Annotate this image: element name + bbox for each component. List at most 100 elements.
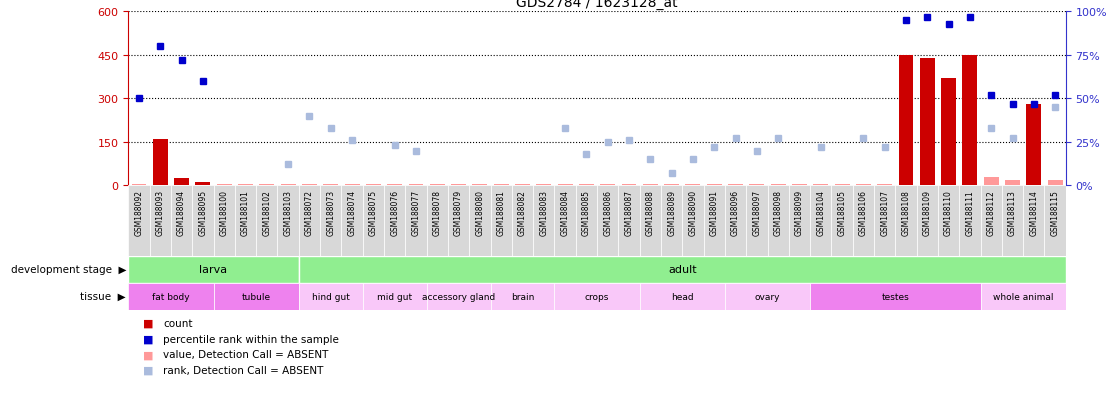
Bar [1002,186,1023,256]
Text: GSM188108: GSM188108 [902,189,911,235]
Bar [324,185,338,186]
Text: GSM188079: GSM188079 [454,189,463,235]
Bar [491,283,555,310]
Text: testes: testes [882,292,910,301]
Bar [257,186,278,256]
Text: mid gut: mid gut [377,292,412,301]
Bar [533,186,555,256]
Bar [597,186,618,256]
Bar [941,79,956,186]
Bar [920,59,935,186]
Bar [512,186,533,256]
Bar [366,185,381,186]
Bar [558,185,573,186]
Title: GDS2784 / 1623128_at: GDS2784 / 1623128_at [517,0,677,10]
Bar [320,186,341,256]
Bar [981,283,1066,310]
Text: tubule: tubule [241,292,271,301]
Bar [514,185,530,186]
Text: GSM188101: GSM188101 [241,189,250,235]
Text: GSM188074: GSM188074 [347,189,356,235]
Text: adult: adult [668,264,696,275]
Bar [299,283,363,310]
Bar [814,185,828,186]
Text: GSM188105: GSM188105 [838,189,847,235]
Text: brain: brain [511,292,535,301]
Text: crops: crops [585,292,609,301]
Text: development stage  ▶: development stage ▶ [11,264,126,275]
Text: percentile rank within the sample: percentile rank within the sample [163,334,339,344]
Bar [789,186,810,256]
Bar [895,186,916,256]
Bar [898,56,913,186]
Text: GSM188077: GSM188077 [412,189,421,235]
Bar [664,185,679,186]
Bar [810,283,981,310]
Text: GSM188073: GSM188073 [326,189,335,235]
Text: GSM188093: GSM188093 [156,189,165,235]
Text: GSM188114: GSM188114 [1029,189,1038,235]
Text: GSM188090: GSM188090 [689,189,698,235]
Bar [278,186,299,256]
Bar [661,186,682,256]
Text: count: count [163,318,192,328]
Text: GSM188104: GSM188104 [816,189,825,235]
Bar [962,56,978,186]
Bar [810,186,831,256]
Text: GSM188112: GSM188112 [987,189,995,235]
Text: head: head [671,292,694,301]
Bar [576,186,597,256]
Text: GSM188100: GSM188100 [220,189,229,235]
Text: rank, Detection Call = ABSENT: rank, Detection Call = ABSENT [163,365,324,375]
Bar [150,186,171,256]
Text: GSM188084: GSM188084 [560,189,569,235]
Text: GSM188099: GSM188099 [795,189,804,235]
Text: GSM188098: GSM188098 [773,189,782,235]
Bar [725,186,747,256]
Text: GSM188111: GSM188111 [965,189,974,235]
Bar [259,185,275,186]
Text: ■: ■ [143,349,154,359]
Text: GSM188081: GSM188081 [497,189,506,235]
Text: value, Detection Call = ABSENT: value, Detection Call = ABSENT [163,349,328,359]
Bar [174,178,189,186]
Bar [639,186,661,256]
Bar [451,185,466,186]
Text: GSM188088: GSM188088 [646,189,655,235]
Text: GSM188096: GSM188096 [731,189,740,235]
Text: GSM188085: GSM188085 [581,189,590,235]
Text: GSM188106: GSM188106 [859,189,868,235]
Text: hind gut: hind gut [311,292,349,301]
Bar [537,185,551,186]
Bar [426,283,491,310]
Bar [579,185,594,186]
Bar [363,283,426,310]
Bar [341,186,363,256]
Text: GSM188082: GSM188082 [518,189,527,235]
Bar [1023,186,1045,256]
Bar [639,283,725,310]
Bar [750,184,764,186]
Bar [345,185,359,186]
Text: ovary: ovary [754,292,780,301]
Bar [281,185,296,186]
Text: GSM188107: GSM188107 [881,189,889,235]
Text: GSM188095: GSM188095 [199,189,208,235]
Bar [153,140,167,186]
Bar [408,185,423,186]
Bar [192,186,213,256]
Text: GSM188092: GSM188092 [135,189,144,235]
Text: tissue  ▶: tissue ▶ [80,291,126,301]
Bar [771,185,786,186]
Bar [685,185,701,186]
Text: ■: ■ [143,334,154,344]
Bar [171,186,192,256]
Bar [213,186,234,256]
Bar [706,185,722,186]
Bar [937,186,960,256]
Bar [1006,180,1020,186]
Bar [426,186,448,256]
Text: GSM188115: GSM188115 [1050,189,1059,235]
Text: GSM188072: GSM188072 [305,189,314,235]
Bar [877,185,892,186]
